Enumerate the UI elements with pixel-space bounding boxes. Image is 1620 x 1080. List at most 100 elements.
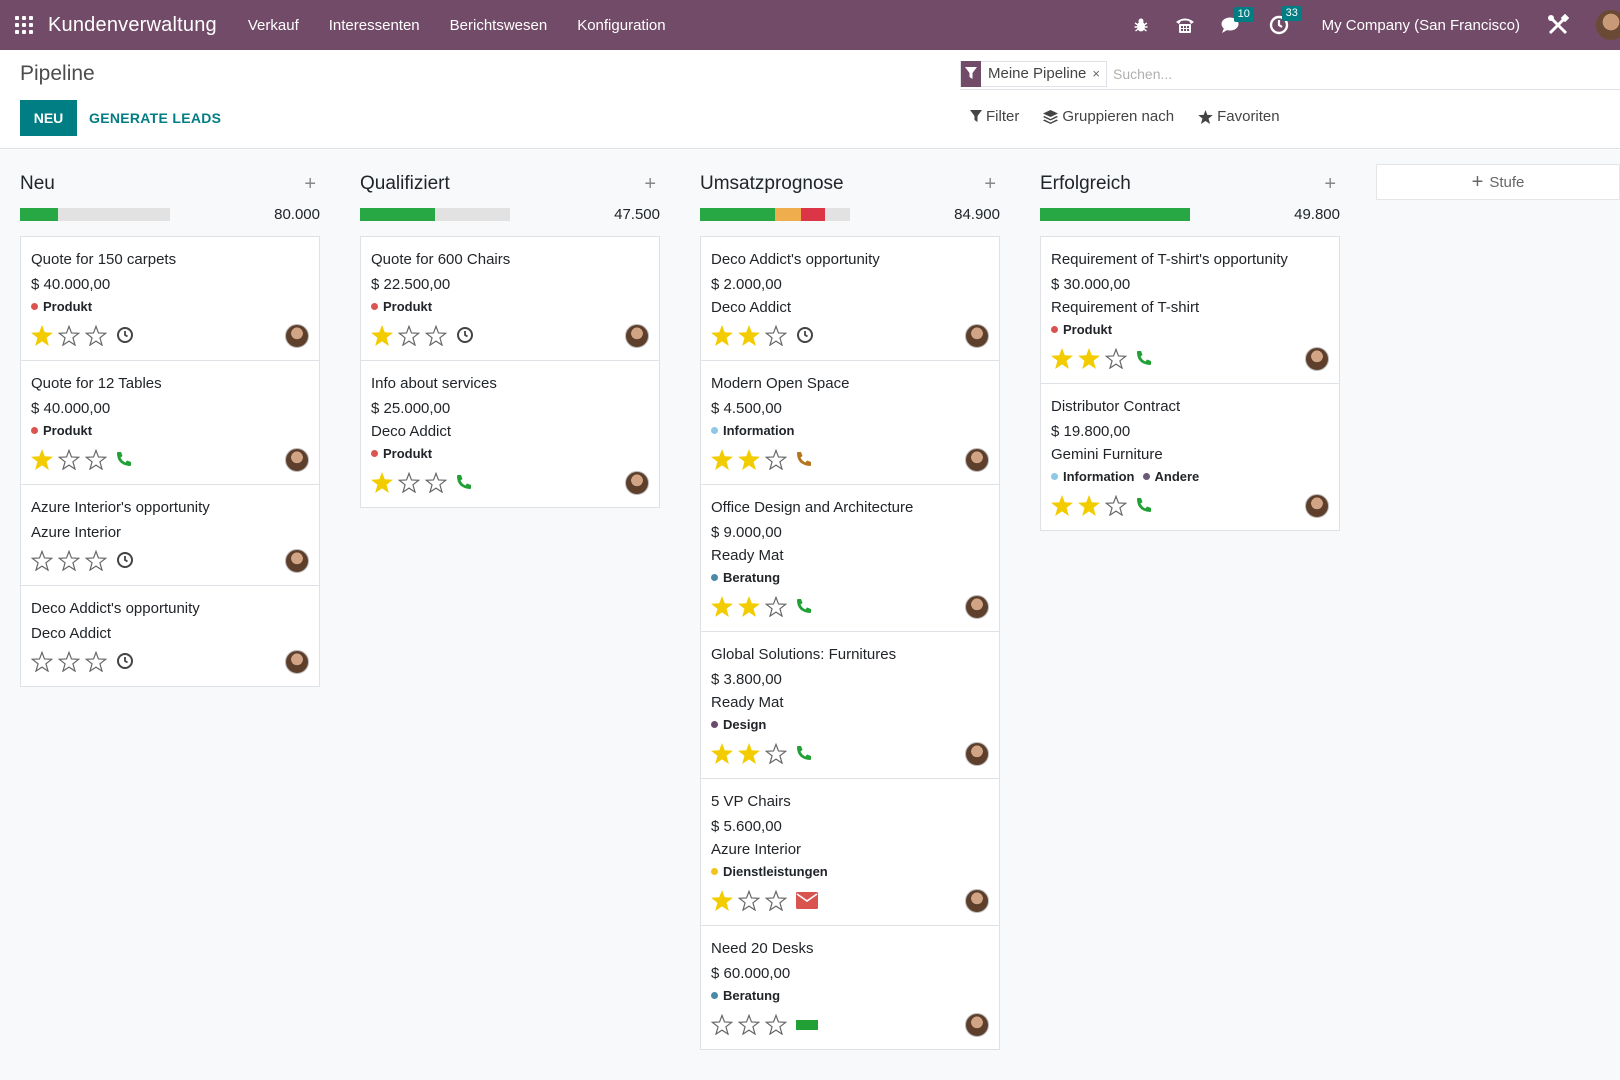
opportunity-card[interactable]: Quote for 12 Tables $ 40.000,00 Produkt — [21, 361, 319, 485]
search-input[interactable] — [1113, 65, 1513, 82]
user-avatar[interactable] — [1596, 10, 1620, 40]
priority-star-icon[interactable] — [85, 447, 112, 471]
priority-star-icon[interactable] — [58, 649, 85, 673]
menu-item-configuration[interactable]: Konfiguration — [577, 16, 666, 34]
priority-star-icon[interactable] — [711, 447, 738, 471]
priority-star-icon[interactable] — [371, 470, 398, 494]
priority-star-icon[interactable] — [765, 594, 792, 618]
priority-star-icon[interactable] — [1105, 493, 1132, 517]
company-switcher[interactable]: My Company (San Francisco) — [1321, 16, 1520, 34]
app-title[interactable]: Kundenverwaltung — [48, 13, 217, 36]
opportunity-card[interactable]: Office Design and Architecture $ 9.000,0… — [701, 485, 999, 632]
facet-remove-icon[interactable]: × — [1092, 66, 1100, 81]
priority-star-icon[interactable] — [711, 741, 738, 765]
priority-star-icon[interactable] — [1078, 493, 1105, 517]
chat-icon[interactable]: 10 — [1221, 7, 1254, 34]
opportunity-card[interactable]: 5 VP Chairs $ 5.600,00 Azure Interior Di… — [701, 779, 999, 926]
progress-segment[interactable] — [20, 207, 58, 221]
priority-star-icon[interactable] — [398, 470, 425, 494]
priority-star-icon[interactable] — [711, 888, 738, 912]
priority-star-icon[interactable] — [711, 1012, 738, 1036]
filter-button[interactable]: Filter — [970, 108, 1019, 125]
phone-icon[interactable] — [796, 598, 812, 614]
clock-icon[interactable] — [456, 326, 474, 344]
priority-star-icon[interactable] — [31, 447, 58, 471]
menu-item-leads[interactable]: Interessenten — [328, 16, 420, 34]
priority-star-icon[interactable] — [765, 741, 792, 765]
priority-star-icon[interactable] — [425, 470, 452, 494]
opportunity-card[interactable]: Global Solutions: Furnitures $ 3.800,00 … — [701, 632, 999, 779]
activity-clock-icon[interactable]: 33 — [1269, 6, 1302, 35]
salesperson-avatar[interactable] — [285, 324, 309, 348]
opportunity-card[interactable]: Modern Open Space $ 4.500,00 Information — [701, 361, 999, 485]
priority-star-icon[interactable] — [31, 323, 58, 347]
priority-star-icon[interactable] — [1105, 346, 1132, 370]
salesperson-avatar[interactable] — [285, 650, 309, 674]
priority-star-icon[interactable] — [58, 447, 85, 471]
priority-star-icon[interactable] — [1078, 346, 1105, 370]
favorites-button[interactable]: Favoriten — [1198, 108, 1280, 125]
priority-star-icon[interactable] — [765, 447, 792, 471]
salesperson-avatar[interactable] — [1305, 494, 1329, 518]
priority-star-icon[interactable] — [85, 323, 112, 347]
progress-segment[interactable] — [1040, 207, 1190, 221]
column-title[interactable]: Erfolgreich — [1040, 173, 1131, 194]
priority-star-icon[interactable] — [58, 548, 85, 572]
clock-icon[interactable] — [116, 326, 134, 344]
opportunity-card[interactable]: Info about services $ 25.000,00 Deco Add… — [361, 361, 659, 507]
priority-star-icon[interactable] — [738, 594, 765, 618]
salesperson-avatar[interactable] — [965, 448, 989, 472]
priority-star-icon[interactable] — [425, 323, 452, 347]
progress-segment[interactable] — [800, 207, 825, 221]
priority-star-icon[interactable] — [31, 548, 58, 572]
tools-icon[interactable] — [1547, 14, 1569, 36]
priority-star-icon[interactable] — [738, 447, 765, 471]
priority-star-icon[interactable] — [711, 323, 738, 347]
group-by-button[interactable]: Gruppieren nach — [1043, 108, 1174, 125]
menu-item-sales[interactable]: Verkauf — [247, 16, 299, 34]
salesperson-avatar[interactable] — [625, 471, 649, 495]
app-grid-icon[interactable] — [14, 15, 34, 35]
clock-icon[interactable] — [116, 551, 134, 569]
priority-star-icon[interactable] — [85, 548, 112, 572]
salesperson-avatar[interactable] — [285, 549, 309, 573]
generate-leads-button[interactable]: GENERATE LEADS — [89, 110, 222, 126]
quick-create-plus-icon[interactable]: + — [984, 172, 996, 195]
salesperson-avatar[interactable] — [965, 595, 989, 619]
progress-segment[interactable] — [700, 207, 775, 221]
quick-create-plus-icon[interactable]: + — [304, 172, 316, 195]
phone-icon[interactable] — [796, 451, 812, 467]
menu-item-reporting[interactable]: Berichtswesen — [449, 16, 548, 34]
phone-icon[interactable] — [116, 451, 132, 467]
priority-star-icon[interactable] — [85, 649, 112, 673]
opportunity-card[interactable]: Deco Addict's opportunity Deco Addict — [21, 586, 319, 686]
envelope-icon[interactable] — [796, 891, 818, 909]
new-button[interactable]: NEU — [20, 100, 77, 136]
salesperson-avatar[interactable] — [965, 889, 989, 913]
salesperson-avatar[interactable] — [285, 448, 309, 472]
quick-create-plus-icon[interactable]: + — [1324, 172, 1336, 195]
priority-star-icon[interactable] — [765, 888, 792, 912]
salesperson-avatar[interactable] — [965, 742, 989, 766]
clock-icon[interactable] — [116, 652, 134, 670]
add-stage-button[interactable]: + Stufe — [1376, 164, 1620, 200]
opportunity-card[interactable]: Distributor Contract $ 19.800,00 Gemini … — [1041, 384, 1339, 530]
priority-star-icon[interactable] — [371, 323, 398, 347]
phone-icon[interactable] — [1136, 497, 1152, 513]
priority-star-icon[interactable] — [398, 323, 425, 347]
phone-icon[interactable] — [1136, 350, 1152, 366]
priority-star-icon[interactable] — [711, 594, 738, 618]
opportunity-card[interactable]: Need 20 Desks $ 60.000,00 Beratung — [701, 926, 999, 1049]
priority-star-icon[interactable] — [31, 649, 58, 673]
phone-icon[interactable] — [1175, 16, 1195, 34]
salesperson-avatar[interactable] — [965, 1013, 989, 1037]
opportunity-card[interactable]: Quote for 150 carpets $ 40.000,00 Produk… — [21, 237, 319, 361]
priority-star-icon[interactable] — [765, 1012, 792, 1036]
phone-icon[interactable] — [456, 474, 472, 490]
salesperson-avatar[interactable] — [625, 324, 649, 348]
progress-segment[interactable] — [360, 207, 435, 221]
priority-star-icon[interactable] — [738, 741, 765, 765]
quick-create-plus-icon[interactable]: + — [644, 172, 656, 195]
opportunity-card[interactable]: Deco Addict's opportunity $ 2.000,00 Dec… — [701, 237, 999, 361]
progress-segment[interactable] — [775, 207, 801, 221]
